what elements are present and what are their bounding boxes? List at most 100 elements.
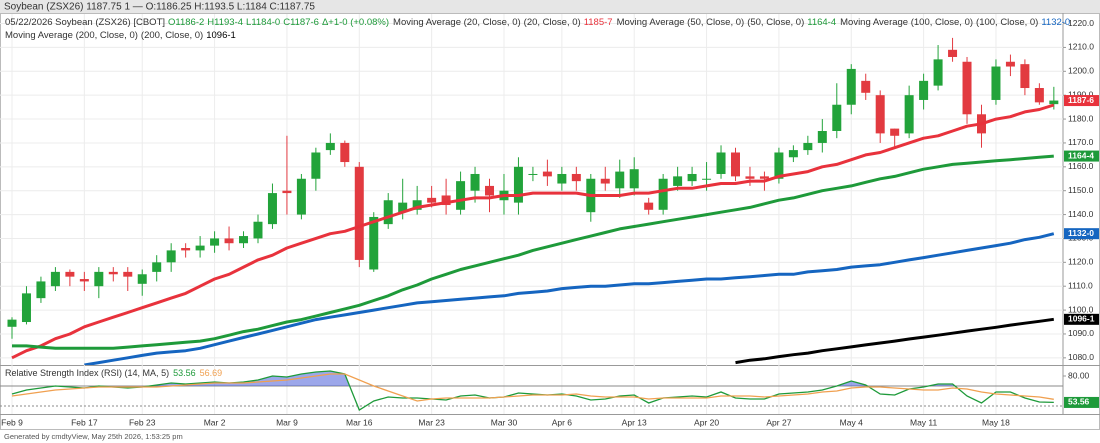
legend-value: 56.69 xyxy=(200,368,223,378)
legend-series-value: 1096-1 xyxy=(206,30,236,41)
price-tag-label: 1132-0 xyxy=(1068,228,1094,238)
candle-body xyxy=(152,262,162,272)
x-tick-label: Apr 27 xyxy=(766,417,791,427)
candle-body xyxy=(325,142,335,151)
candle-body xyxy=(311,152,321,179)
value-tag xyxy=(1064,396,1099,408)
candle-body xyxy=(108,271,118,275)
candle-body xyxy=(817,131,827,143)
moving-average-line xyxy=(12,154,1054,350)
candle-body xyxy=(65,271,75,277)
x-tick-label: Apr 20 xyxy=(694,417,719,427)
candle-body xyxy=(354,166,364,260)
candle-body xyxy=(528,173,538,175)
candle-body xyxy=(1049,100,1059,105)
price-tag-label: 1096-1 xyxy=(1068,314,1095,324)
price-tag-label: 1164-4 xyxy=(1068,150,1094,160)
rsi-line xyxy=(11,370,1054,411)
x-tick-label: Mar 16 xyxy=(346,417,373,427)
candle-body xyxy=(383,200,393,225)
candle-body xyxy=(1034,88,1044,103)
candle-body xyxy=(673,176,683,186)
legend-series-value: 1132-0 xyxy=(1041,17,1070,28)
overbought-area xyxy=(12,371,1054,386)
legend-series-name: Moving Average (50, Close, 0) xyxy=(617,17,745,28)
legend-item: L1184-0 xyxy=(246,17,280,28)
candle-body xyxy=(369,216,379,270)
legend: 05/22/2026 Soybean (ZSX26) [CBOT] O1186-2… xyxy=(5,17,1070,28)
x-tick-label: Apr 6 xyxy=(552,417,573,427)
x-tick-label: Mar 9 xyxy=(276,417,298,427)
y-tick-label: 1210.0 xyxy=(1068,42,1094,52)
legend-series-value: 1164-4 xyxy=(807,17,836,28)
candle-body xyxy=(629,169,639,189)
candle-body xyxy=(296,178,306,215)
legend-title: Relative Strength Index (RSI) (14, MA, 5… xyxy=(5,368,169,378)
legend-series-value: 1185-7 xyxy=(584,17,613,28)
candle-body xyxy=(861,80,871,93)
candle-body xyxy=(571,173,581,182)
price-tag xyxy=(1064,228,1099,240)
x-tick-label: Mar 23 xyxy=(418,417,445,427)
price-tag xyxy=(1064,313,1099,325)
candle-body xyxy=(50,271,60,287)
candle-body xyxy=(398,202,408,213)
candle-body xyxy=(600,178,610,184)
legend-series-params: (20, Close, 0) xyxy=(524,17,581,28)
rsi-line xyxy=(11,373,1054,402)
y-tick-label: 1150.0 xyxy=(1068,185,1094,195)
candle-body xyxy=(991,66,1001,100)
candle-body xyxy=(79,279,89,282)
candle-body xyxy=(1005,61,1015,67)
candle-body xyxy=(890,128,900,136)
candle-body xyxy=(137,274,147,284)
candle-body xyxy=(253,221,263,239)
legend-value: 53.56 xyxy=(173,368,196,378)
candle-body xyxy=(210,238,220,246)
candle-body xyxy=(94,271,104,287)
candle-body xyxy=(7,319,17,327)
moving-average-line xyxy=(84,232,1055,365)
x-tick-label: May 11 xyxy=(910,417,938,427)
price-tag-label: 1187-6 xyxy=(1068,95,1094,105)
candle-body xyxy=(919,80,929,100)
candle-body xyxy=(745,176,755,179)
legend-item: 05/22/2026 Soybean (ZSX26) [CBOT] xyxy=(5,17,165,28)
candle-body xyxy=(644,202,654,210)
candle-body xyxy=(340,142,350,163)
legend-series-params: (50, Close, 0) xyxy=(747,17,804,28)
price-tag xyxy=(1064,95,1099,107)
candle-body xyxy=(774,152,784,179)
candle-body xyxy=(832,104,842,131)
legend: Relative Strength Index (RSI) (14, MA, 5… xyxy=(5,368,222,378)
y-tick-label: 1180.0 xyxy=(1068,113,1094,123)
moving-average-line xyxy=(11,103,1055,360)
candle-body xyxy=(123,271,133,277)
candle-body xyxy=(542,171,552,177)
y-tick-label: 1170.0 xyxy=(1068,137,1094,147)
candle-body xyxy=(456,181,466,210)
legend-series-params: (200, Close, 0) xyxy=(141,30,203,41)
candle-body xyxy=(21,293,31,323)
title-bar xyxy=(0,0,1100,13)
candle-body xyxy=(875,95,885,134)
footer: Generated by cmdtyView, May 25th 2026, 1… xyxy=(4,432,183,441)
y-tick-label: 1190.0 xyxy=(1068,89,1094,99)
x-tick-label: Mar 2 xyxy=(204,417,226,427)
y-tick-label: 1080.0 xyxy=(1068,352,1094,362)
legend: Moving Average (200, Close, 0) (200, Clos… xyxy=(5,30,236,41)
candle-body xyxy=(846,68,856,105)
x-tick-label: Feb 23 xyxy=(129,417,156,427)
candle-body xyxy=(557,173,567,184)
y-tick-label: 1100.0 xyxy=(1068,304,1094,314)
candle-body xyxy=(788,150,798,158)
candle-body xyxy=(224,238,234,244)
candle-body xyxy=(181,248,191,251)
candle-body xyxy=(513,166,523,203)
candle-body xyxy=(658,178,668,210)
candle-body xyxy=(427,197,437,203)
x-tick-label: Apr 13 xyxy=(622,417,647,427)
x-tick-label: Feb 17 xyxy=(71,417,98,427)
candle-body xyxy=(485,185,495,196)
